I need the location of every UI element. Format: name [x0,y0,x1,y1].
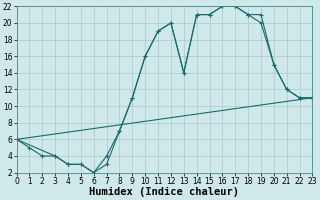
X-axis label: Humidex (Indice chaleur): Humidex (Indice chaleur) [90,187,239,197]
